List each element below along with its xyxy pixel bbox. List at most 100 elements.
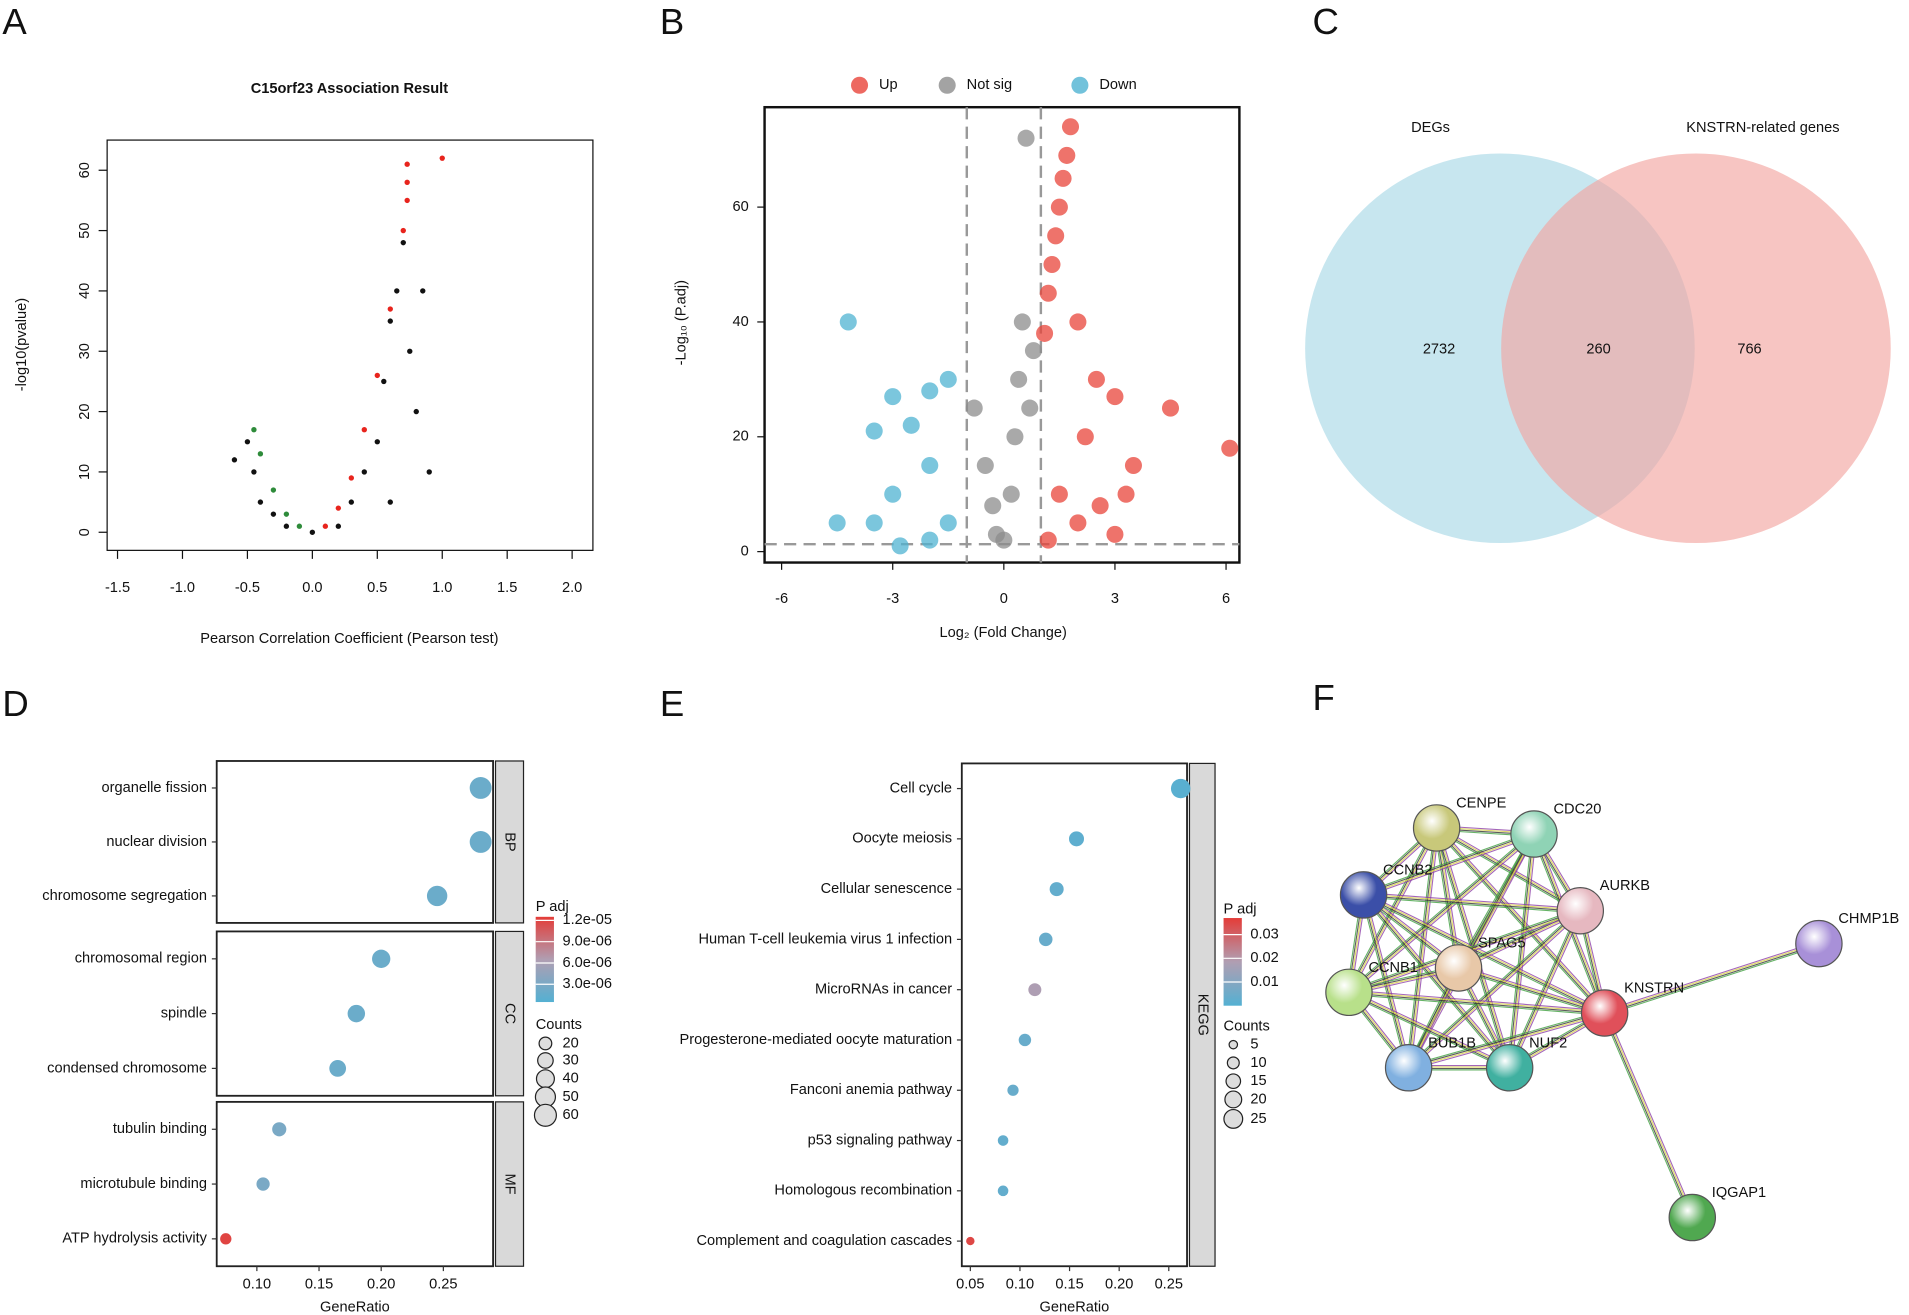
data-point bbox=[1087, 370, 1105, 388]
data-point bbox=[283, 511, 290, 517]
facet-label: KEGG bbox=[1194, 994, 1210, 1036]
dot bbox=[1028, 983, 1042, 997]
venn-set bbox=[1501, 153, 1891, 544]
size-legend-label: 40 bbox=[562, 1071, 578, 1087]
data-point bbox=[387, 318, 393, 324]
dot bbox=[426, 885, 448, 907]
facet-strip bbox=[1188, 762, 1216, 1267]
y-tick-label: Homologous recombination bbox=[774, 1183, 952, 1199]
data-point bbox=[374, 372, 380, 379]
y-tick-label: nuclear division bbox=[106, 834, 207, 850]
network-edge bbox=[1458, 968, 1605, 1015]
y-tick-label: Fanconi anemia pathway bbox=[790, 1082, 953, 1098]
colorbar-label: 0.01 bbox=[1250, 974, 1278, 990]
node-label: CCNB1 bbox=[1368, 960, 1417, 976]
network-edge bbox=[1509, 910, 1582, 1069]
y-tick-label: organelle fission bbox=[102, 780, 207, 796]
panel-label: D bbox=[2, 683, 28, 724]
node-label: BUB1B bbox=[1428, 1035, 1476, 1051]
data-point bbox=[251, 427, 257, 433]
network-edge bbox=[1347, 993, 1509, 1071]
x-tick-label: -3 bbox=[886, 591, 899, 607]
network-edge bbox=[1348, 992, 1605, 1015]
data-point bbox=[921, 382, 939, 400]
data-point bbox=[361, 427, 367, 433]
data-point bbox=[400, 227, 406, 234]
data-point bbox=[939, 514, 957, 532]
network-edge bbox=[1361, 895, 1509, 1070]
colorbar bbox=[535, 916, 554, 1003]
network-edge bbox=[1604, 943, 1820, 1015]
x-tick-label: 0.15 bbox=[1055, 1276, 1083, 1292]
x-tick-label: 0.0 bbox=[302, 580, 322, 596]
data-point bbox=[865, 422, 883, 440]
data-point bbox=[1010, 370, 1028, 388]
data-point bbox=[1050, 485, 1068, 503]
data-point bbox=[1017, 129, 1035, 147]
legend-title: P adj bbox=[1224, 901, 1257, 917]
network-edge bbox=[1363, 892, 1581, 910]
size-legend-marker bbox=[1224, 1090, 1243, 1109]
network-edge bbox=[1604, 1012, 1694, 1218]
network-node bbox=[1556, 886, 1605, 935]
data-point bbox=[1106, 388, 1124, 406]
dot bbox=[1007, 1084, 1019, 1096]
venn-count: 766 bbox=[1737, 341, 1761, 357]
network-edge bbox=[1406, 908, 1580, 1067]
y-tick-label: 60 bbox=[733, 199, 749, 215]
facet-panel bbox=[215, 760, 494, 924]
colorbar bbox=[1223, 918, 1242, 1006]
legend-marker bbox=[1071, 76, 1089, 94]
data-point bbox=[1002, 485, 1020, 503]
data-point bbox=[231, 457, 238, 463]
network-edge bbox=[1362, 831, 1534, 894]
dot bbox=[1038, 932, 1053, 947]
data-point bbox=[1061, 118, 1080, 136]
size-legend-label: 5 bbox=[1250, 1037, 1258, 1053]
network-edge bbox=[1506, 833, 1533, 1068]
data-point bbox=[1050, 198, 1068, 216]
data-point bbox=[939, 370, 957, 388]
x-tick-label: 0.10 bbox=[243, 1276, 271, 1292]
data-point bbox=[251, 469, 257, 475]
size-legend-marker bbox=[537, 1052, 554, 1069]
y-tick-label: microtubule binding bbox=[80, 1176, 207, 1192]
size-legend-label: 25 bbox=[1250, 1111, 1266, 1127]
size-legend-label: 60 bbox=[562, 1107, 578, 1123]
dot bbox=[997, 1135, 1009, 1146]
network-edge bbox=[1348, 992, 1510, 1069]
venn-set-label: DEGs bbox=[1411, 120, 1450, 136]
facet-strip bbox=[494, 930, 525, 1097]
y-tick-label: Progesterone-mediated oocyte maturation bbox=[679, 1032, 952, 1048]
data-point bbox=[1024, 342, 1042, 360]
size-legend-label: 20 bbox=[1250, 1091, 1266, 1107]
plot-frame bbox=[763, 105, 1241, 564]
data-point bbox=[404, 179, 410, 185]
panel-label: C bbox=[1312, 1, 1338, 42]
data-point bbox=[828, 514, 846, 532]
data-point bbox=[257, 499, 264, 505]
node-label: KNSTRN bbox=[1624, 981, 1684, 997]
network-edge bbox=[1409, 1014, 1606, 1071]
x-tick-label: 0.10 bbox=[1006, 1276, 1034, 1292]
y-tick-label: chromosome segregation bbox=[42, 888, 207, 904]
x-tick-label: 1.5 bbox=[497, 580, 517, 596]
y-tick-label: 20 bbox=[77, 403, 93, 419]
x-tick-label: 0.25 bbox=[1155, 1276, 1183, 1292]
network-edge bbox=[1349, 991, 1511, 1068]
node-label: CENPE bbox=[1456, 795, 1507, 811]
dot bbox=[220, 1233, 232, 1245]
y-tick-label: Complement and coagulation cascades bbox=[697, 1233, 953, 1249]
data-point bbox=[1021, 399, 1039, 417]
data-point bbox=[283, 523, 290, 529]
data-point bbox=[865, 514, 883, 532]
y-tick-label: 10 bbox=[77, 464, 93, 480]
size-legend-marker bbox=[1223, 1108, 1244, 1129]
x-tick-label: -6 bbox=[775, 591, 788, 607]
data-point bbox=[348, 499, 355, 505]
venn-count: 2732 bbox=[1423, 341, 1455, 357]
network-edge bbox=[1407, 827, 1437, 1068]
x-tick-label: -1.0 bbox=[170, 580, 195, 596]
data-point bbox=[1039, 531, 1057, 549]
y-axis-label: -Log₁₀ (P.adj) bbox=[674, 280, 690, 365]
